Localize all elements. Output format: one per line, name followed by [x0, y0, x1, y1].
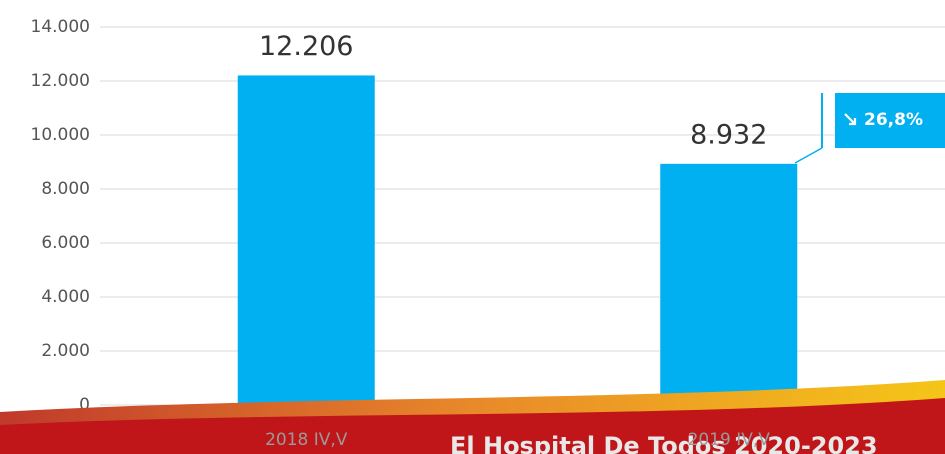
callout-box — [835, 93, 945, 148]
y-tick-label: 2.000 — [41, 341, 90, 361]
banner-text: El Hospital De Todos 2020-2023 — [450, 432, 878, 454]
down-arrow-icon — [844, 113, 857, 126]
callout-leader — [794, 147, 823, 164]
y-tick-label: 12.000 — [31, 71, 90, 91]
bar — [660, 163, 798, 405]
bar — [237, 75, 375, 406]
callout-text: 26,8% — [864, 110, 923, 130]
banner-base — [0, 398, 945, 454]
y-tick-label: 14.000 — [31, 17, 90, 37]
value-label: 8.932 — [690, 119, 767, 150]
y-tick-label: 4.000 — [41, 287, 90, 307]
y-tick-label: 0 — [79, 395, 90, 415]
value-label: 12.206 — [259, 31, 353, 62]
y-tick-label: 8.000 — [41, 179, 90, 199]
x-tick-label: 2018 IV,V — [265, 430, 348, 450]
y-tick-label: 10.000 — [31, 125, 90, 145]
x-tick-label: 2019 IV,V — [688, 430, 771, 450]
y-tick-label: 6.000 — [41, 233, 90, 253]
